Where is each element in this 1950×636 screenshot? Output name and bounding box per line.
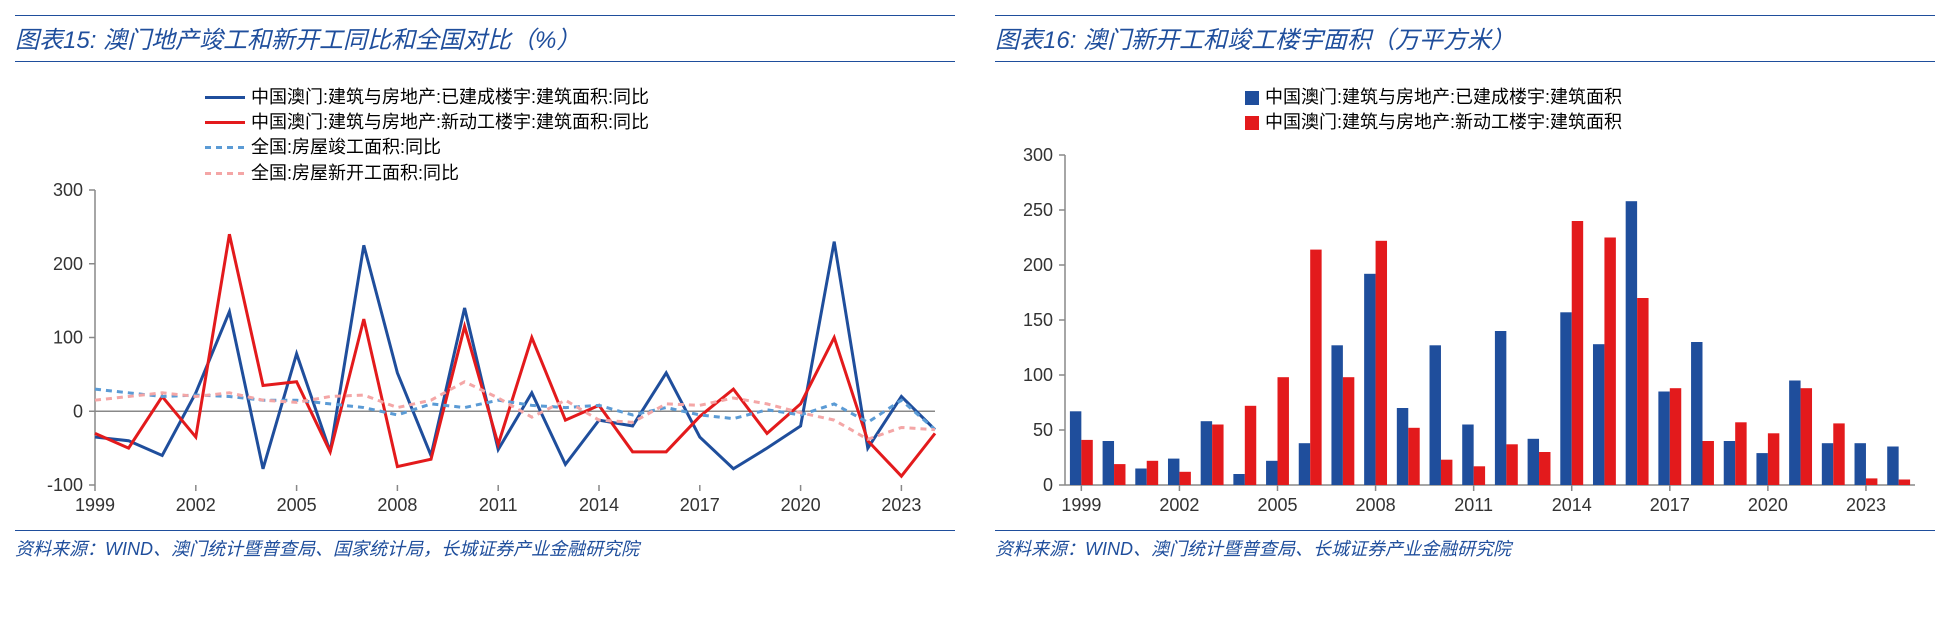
svg-text:2005: 2005 (1257, 495, 1297, 515)
left-chart: 中国澳门:建筑与房地产:已建成楼宇:建筑面积:同比中国澳门:建筑与房地产:新动工… (15, 70, 955, 530)
legend-label: 中国澳门:建筑与房地产:新动工楼宇:建筑面积 (1265, 110, 1622, 135)
svg-text:300: 300 (1023, 145, 1053, 165)
svg-text:0: 0 (73, 401, 83, 421)
right-chart: 中国澳门:建筑与房地产:已建成楼宇:建筑面积中国澳门:建筑与房地产:新动工楼宇:… (995, 70, 1935, 530)
legend-marker (1245, 91, 1259, 105)
left-source: 资料来源：WIND、澳门统计暨普查局、国家统计局，长城证券产业金融研究院 (15, 530, 955, 561)
svg-text:200: 200 (53, 254, 83, 274)
svg-text:2014: 2014 (579, 495, 619, 515)
legend-label: 全国:房屋竣工面积:同比 (251, 135, 441, 160)
legend-item: 中国澳门:建筑与房地产:新动工楼宇:建筑面积 (1245, 110, 1622, 135)
legend-marker (1245, 116, 1259, 130)
svg-text:2023: 2023 (881, 495, 921, 515)
legend-label: 中国澳门:建筑与房地产:已建成楼宇:建筑面积:同比 (251, 85, 649, 110)
svg-text:50: 50 (1033, 420, 1053, 440)
left-title: 图表15: 澳门地产竣工和新开工同比和全国对比（%） (15, 27, 580, 54)
svg-text:-100: -100 (47, 475, 83, 495)
legend-item: 全国:房屋新开工面积:同比 (205, 161, 649, 186)
legend-item: 全国:房屋竣工面积:同比 (205, 135, 649, 160)
right-panel: 图表16: 澳门新开工和竣工楼宇面积（万平方米） 中国澳门:建筑与房地产:已建成… (995, 15, 1935, 561)
svg-text:1999: 1999 (75, 495, 115, 515)
left-title-bar: 图表15: 澳门地产竣工和新开工同比和全国对比（%） (15, 15, 955, 62)
legend-item: 中国澳门:建筑与房地产:已建成楼宇:建筑面积 (1245, 85, 1622, 110)
legend-marker (205, 146, 245, 149)
svg-text:250: 250 (1023, 200, 1053, 220)
left-legend: 中国澳门:建筑与房地产:已建成楼宇:建筑面积:同比中国澳门:建筑与房地产:新动工… (205, 85, 649, 186)
svg-text:2008: 2008 (1356, 495, 1396, 515)
right-source: 资料来源：WIND、澳门统计暨普查局、长城证券产业金融研究院 (995, 530, 1935, 561)
legend-label: 全国:房屋新开工面积:同比 (251, 161, 459, 186)
right-legend: 中国澳门:建筑与房地产:已建成楼宇:建筑面积中国澳门:建筑与房地产:新动工楼宇:… (1245, 85, 1622, 135)
legend-label: 中国澳门:建筑与房地产:新动工楼宇:建筑面积:同比 (251, 110, 649, 135)
right-title: 图表16: 澳门新开工和竣工楼宇面积（万平方米） (995, 27, 1515, 54)
svg-text:2014: 2014 (1552, 495, 1592, 515)
svg-text:2020: 2020 (1748, 495, 1788, 515)
legend-marker (205, 96, 245, 99)
svg-text:100: 100 (53, 328, 83, 348)
legend-marker (205, 172, 245, 175)
svg-text:2008: 2008 (377, 495, 417, 515)
legend-item: 中国澳门:建筑与房地产:新动工楼宇:建筑面积:同比 (205, 110, 649, 135)
svg-text:2020: 2020 (781, 495, 821, 515)
svg-text:0: 0 (1043, 475, 1053, 495)
svg-text:100: 100 (1023, 365, 1053, 385)
svg-text:2011: 2011 (1454, 495, 1493, 515)
legend-item: 中国澳门:建筑与房地产:已建成楼宇:建筑面积:同比 (205, 85, 649, 110)
svg-text:2017: 2017 (680, 495, 720, 515)
svg-text:2023: 2023 (1846, 495, 1886, 515)
left-panel: 图表15: 澳门地产竣工和新开工同比和全国对比（%） 中国澳门:建筑与房地产:已… (15, 15, 955, 561)
svg-text:1999: 1999 (1061, 495, 1101, 515)
legend-marker (205, 121, 245, 124)
svg-text:150: 150 (1023, 310, 1053, 330)
right-title-bar: 图表16: 澳门新开工和竣工楼宇面积（万平方米） (995, 15, 1935, 62)
svg-text:2002: 2002 (176, 495, 216, 515)
svg-text:2011: 2011 (479, 495, 518, 515)
svg-text:2005: 2005 (277, 495, 317, 515)
svg-text:2002: 2002 (1159, 495, 1199, 515)
svg-text:2017: 2017 (1650, 495, 1690, 515)
svg-text:200: 200 (1023, 255, 1053, 275)
svg-text:300: 300 (53, 180, 83, 200)
legend-label: 中国澳门:建筑与房地产:已建成楼宇:建筑面积 (1265, 85, 1622, 110)
